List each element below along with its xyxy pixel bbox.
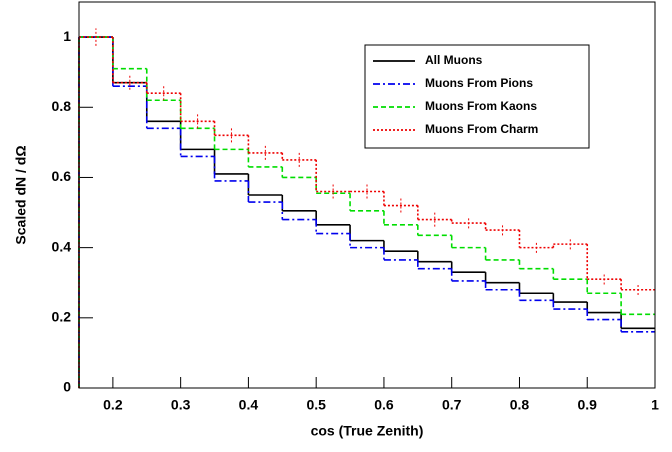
- y-tick-label: 0.6: [52, 168, 72, 184]
- y-axis-label: Scaled dN / dΩ: [13, 145, 29, 244]
- x-tick-label: 0.3: [171, 397, 191, 413]
- x-tick-label: 0.5: [306, 397, 326, 413]
- legend-label: Muons From Charm: [425, 122, 538, 136]
- x-tick-label: 0.7: [442, 397, 462, 413]
- y-tick-label: 1: [63, 28, 71, 44]
- legend-label: All Muons: [425, 53, 483, 67]
- x-axis-label: cos (True Zenith): [311, 423, 424, 439]
- x-tick-label: 1: [651, 397, 659, 413]
- x-tick-label: 0.6: [374, 397, 394, 413]
- y-tick-label: 0.4: [52, 238, 72, 254]
- y-tick-label: 0: [63, 379, 71, 395]
- plot-frame: [78, 1, 656, 389]
- x-tick-label: 0.8: [510, 397, 530, 413]
- y-tick-label: 0.8: [52, 98, 72, 114]
- x-tick-label: 0.4: [239, 397, 259, 413]
- y-tick-label: 0.2: [52, 309, 72, 325]
- legend-label: Muons From Pions: [425, 76, 533, 90]
- x-tick-label: 0.9: [578, 397, 598, 413]
- x-tick-label: 0.2: [103, 397, 123, 413]
- legend-label: Muons From Kaons: [425, 99, 537, 113]
